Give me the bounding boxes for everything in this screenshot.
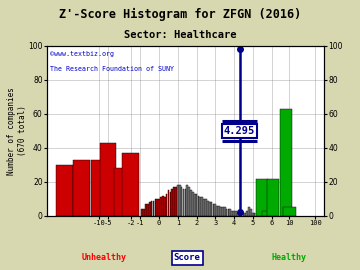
Bar xyxy=(179,185,181,216)
Bar xyxy=(100,143,116,216)
Bar xyxy=(188,187,190,216)
Bar xyxy=(231,211,233,216)
Bar xyxy=(235,211,237,216)
Bar xyxy=(241,212,242,216)
Bar xyxy=(186,185,188,216)
Text: Z'-Score Histogram for ZFGN (2016): Z'-Score Histogram for ZFGN (2016) xyxy=(59,8,301,21)
Bar xyxy=(222,207,224,216)
Bar xyxy=(147,204,149,216)
Bar xyxy=(254,212,256,216)
Bar xyxy=(229,209,231,216)
Bar xyxy=(209,202,211,216)
Bar xyxy=(153,201,154,216)
Bar xyxy=(216,206,218,216)
Bar xyxy=(156,199,158,216)
Bar xyxy=(171,189,173,216)
Bar xyxy=(267,178,279,216)
Bar xyxy=(158,199,160,216)
Bar xyxy=(220,207,222,216)
Bar xyxy=(145,204,147,216)
Bar xyxy=(183,189,184,216)
Bar xyxy=(256,212,257,216)
Bar xyxy=(149,202,150,216)
Bar xyxy=(246,211,248,216)
Bar xyxy=(151,201,152,216)
Text: Sector: Healthcare: Sector: Healthcare xyxy=(124,30,236,40)
Bar xyxy=(237,212,239,216)
Bar xyxy=(164,197,166,216)
Bar xyxy=(252,212,254,216)
Bar xyxy=(175,187,177,216)
Bar xyxy=(143,209,145,216)
Bar xyxy=(141,209,143,216)
Bar xyxy=(160,197,162,216)
Bar xyxy=(213,204,214,216)
Bar xyxy=(203,199,205,216)
Bar xyxy=(215,204,216,216)
Y-axis label: Number of companies
(670 total): Number of companies (670 total) xyxy=(7,87,27,175)
Bar xyxy=(244,212,246,216)
Bar xyxy=(211,202,212,216)
Text: Healthy: Healthy xyxy=(271,254,306,262)
Bar xyxy=(198,195,199,216)
Bar xyxy=(122,153,139,216)
Bar xyxy=(250,209,252,216)
Bar xyxy=(239,212,240,216)
Bar xyxy=(201,197,203,216)
Bar xyxy=(168,191,169,216)
Bar xyxy=(166,194,167,216)
Text: 4.295: 4.295 xyxy=(224,126,255,136)
Bar xyxy=(91,160,108,216)
Bar xyxy=(199,197,201,216)
Bar xyxy=(256,178,268,216)
Text: ©www.textbiz.org: ©www.textbiz.org xyxy=(50,51,113,57)
Bar xyxy=(114,168,130,216)
Text: The Research Foundation of SUNY: The Research Foundation of SUNY xyxy=(50,66,174,72)
Bar xyxy=(154,199,156,216)
Bar xyxy=(194,194,195,216)
Bar xyxy=(248,207,250,216)
Bar xyxy=(243,212,244,216)
Bar xyxy=(218,206,220,216)
Bar xyxy=(173,187,175,216)
Text: Score: Score xyxy=(174,254,201,262)
Bar xyxy=(192,192,194,216)
Bar xyxy=(224,207,225,216)
Bar xyxy=(177,185,179,216)
Bar xyxy=(185,189,186,216)
Bar xyxy=(162,195,164,216)
Bar xyxy=(207,201,209,216)
Bar xyxy=(228,209,229,216)
Bar xyxy=(73,160,90,216)
Bar xyxy=(262,211,274,216)
Bar xyxy=(233,211,235,216)
Bar xyxy=(196,194,197,216)
Bar xyxy=(56,165,73,216)
Text: Unhealthy: Unhealthy xyxy=(81,254,126,262)
Bar xyxy=(226,209,228,216)
Bar xyxy=(181,187,183,216)
Bar xyxy=(205,199,207,216)
Bar xyxy=(190,191,192,216)
Bar xyxy=(280,109,292,216)
Bar xyxy=(283,207,296,216)
Bar xyxy=(170,192,171,216)
